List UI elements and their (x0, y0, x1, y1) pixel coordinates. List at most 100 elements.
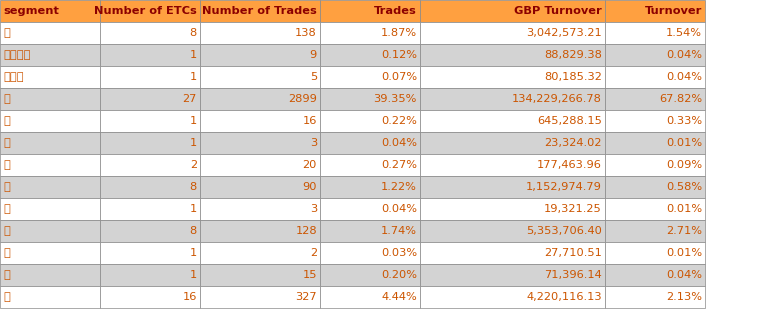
Bar (420, 198, 605, 220)
Bar (200, 242, 320, 264)
Text: 645,288.15: 645,288.15 (537, 116, 602, 126)
Text: 138: 138 (295, 28, 317, 38)
Bar (420, 0, 605, 22)
Text: 0.01%: 0.01% (666, 204, 702, 214)
Text: Turnover: Turnover (644, 6, 702, 16)
Bar (200, 0, 320, 22)
Bar (200, 66, 320, 88)
Bar (0, 22, 100, 44)
Bar (0, 66, 100, 88)
Text: 4,220,116.13: 4,220,116.13 (526, 292, 602, 302)
Text: 27: 27 (183, 94, 197, 104)
Bar (320, 242, 420, 264)
Text: 工业金属: 工业金属 (3, 50, 30, 60)
Bar (100, 264, 200, 286)
Bar (605, 132, 705, 154)
Bar (320, 220, 420, 242)
Text: 铅: 铅 (3, 204, 10, 214)
Text: 1: 1 (190, 72, 197, 82)
Text: 0.12%: 0.12% (381, 50, 417, 60)
Bar (0, 198, 100, 220)
Text: 27,710.51: 27,710.51 (544, 248, 602, 258)
Text: 2: 2 (190, 160, 197, 170)
Text: 0.07%: 0.07% (381, 72, 417, 82)
Bar (420, 44, 605, 66)
Bar (605, 88, 705, 110)
Bar (0, 0, 100, 22)
Bar (0, 176, 100, 198)
Bar (200, 176, 320, 198)
Text: 1.22%: 1.22% (381, 182, 417, 192)
Bar (100, 110, 200, 132)
Text: 贵金属: 贵金属 (3, 72, 24, 82)
Text: 2899: 2899 (288, 94, 317, 104)
Text: 9: 9 (310, 50, 317, 60)
Text: 1: 1 (190, 116, 197, 126)
Text: GBP Turnover: GBP Turnover (514, 6, 602, 16)
Text: 1.87%: 1.87% (381, 28, 417, 38)
Bar (320, 22, 420, 44)
Text: 0.27%: 0.27% (381, 160, 417, 170)
Bar (100, 88, 200, 110)
Bar (605, 264, 705, 286)
Bar (320, 66, 420, 88)
Bar (320, 264, 420, 286)
Bar (100, 132, 200, 154)
Text: 鰯: 鰯 (3, 182, 10, 192)
Text: 80,185.32: 80,185.32 (544, 72, 602, 82)
Text: 1: 1 (190, 248, 197, 258)
Text: 0.04%: 0.04% (381, 138, 417, 148)
Text: 19,321.25: 19,321.25 (544, 204, 602, 214)
Bar (605, 110, 705, 132)
Text: 177,463.96: 177,463.96 (537, 160, 602, 170)
Text: 1,152,974.79: 1,152,974.79 (526, 182, 602, 192)
Text: 镀: 镀 (3, 116, 10, 126)
Text: 90: 90 (303, 182, 317, 192)
Bar (200, 198, 320, 220)
Bar (200, 22, 320, 44)
Text: 3: 3 (310, 138, 317, 148)
Text: 0.04%: 0.04% (666, 72, 702, 82)
Text: 23,324.02: 23,324.02 (544, 138, 602, 148)
Bar (200, 132, 320, 154)
Text: 铜: 铜 (3, 226, 10, 236)
Text: 16: 16 (303, 116, 317, 126)
Bar (420, 242, 605, 264)
Text: 3: 3 (310, 204, 317, 214)
Bar (0, 88, 100, 110)
Text: 1.54%: 1.54% (666, 28, 702, 38)
Text: 8: 8 (190, 182, 197, 192)
Text: 20: 20 (303, 160, 317, 170)
Bar (420, 176, 605, 198)
Text: 金: 金 (3, 94, 10, 104)
Text: 39.35%: 39.35% (373, 94, 417, 104)
Text: 2.13%: 2.13% (666, 292, 702, 302)
Bar (605, 198, 705, 220)
Bar (320, 132, 420, 154)
Bar (320, 154, 420, 176)
Text: 0.04%: 0.04% (381, 204, 417, 214)
Text: 5: 5 (310, 72, 317, 82)
Bar (100, 0, 200, 22)
Bar (320, 198, 420, 220)
Text: 0.03%: 0.03% (381, 248, 417, 258)
Bar (605, 220, 705, 242)
Text: 327: 327 (295, 292, 317, 302)
Text: 0.20%: 0.20% (381, 270, 417, 280)
Bar (320, 110, 420, 132)
Bar (605, 242, 705, 264)
Bar (420, 88, 605, 110)
Text: 锥: 锥 (3, 270, 10, 280)
Text: segment: segment (3, 6, 59, 16)
Text: 1: 1 (190, 138, 197, 148)
Text: 5,353,706.40: 5,353,706.40 (526, 226, 602, 236)
Text: 4.44%: 4.44% (381, 292, 417, 302)
Bar (100, 176, 200, 198)
Text: 128: 128 (295, 226, 317, 236)
Bar (0, 132, 100, 154)
Bar (0, 242, 100, 264)
Bar (320, 44, 420, 66)
Text: 88,829.38: 88,829.38 (544, 50, 602, 60)
Bar (200, 44, 320, 66)
Text: 0.04%: 0.04% (666, 270, 702, 280)
